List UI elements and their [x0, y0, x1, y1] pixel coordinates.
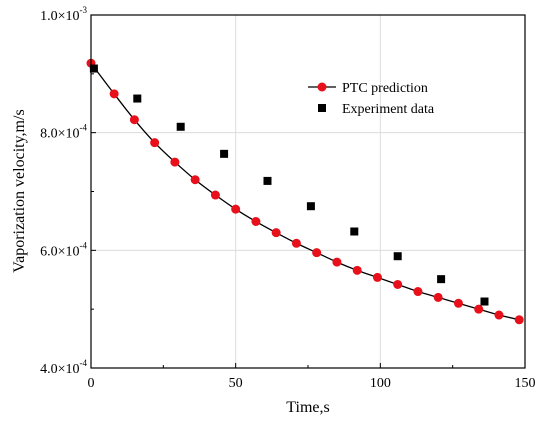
series-layer: [86, 58, 524, 325]
ptc-prediction-point: [190, 175, 200, 185]
legend-ptc-marker: [317, 82, 327, 92]
ptc-prediction-line: [90, 62, 520, 321]
legend-experiment-label: Experiment data: [342, 102, 435, 117]
ptc-prediction-point: [129, 115, 139, 125]
ptc-prediction-point: [514, 315, 524, 325]
experiment-data-point: [306, 202, 315, 211]
y-tick-label: 6.0×10-4: [40, 240, 87, 259]
ptc-prediction-point: [352, 265, 362, 275]
experiment-data-point: [263, 176, 272, 185]
x-axis-title: Time,s: [286, 399, 329, 416]
y-axis-title: Vaporization velocity,m/s: [11, 109, 28, 272]
legend-ptc-label: PTC prediction: [342, 81, 428, 96]
ptc-prediction-point: [372, 272, 382, 282]
ptc-prediction-point: [210, 190, 220, 200]
y-tick-mantissa: 4.0×10: [40, 362, 79, 377]
tick-layer: 0 50 100 1504.0×10-46.0×10-48.0×10-41.0×10-…: [40, 5, 535, 391]
y-tick-mantissa: 8.0×10: [40, 127, 79, 142]
y-tick-mantissa: 6.0×10: [40, 244, 79, 259]
experiment-data-point: [350, 227, 359, 236]
ptc-prediction-point: [332, 257, 342, 267]
plot-frame: [90, 14, 526, 369]
ptc-prediction-point: [413, 287, 423, 297]
x-tick-label: 150: [515, 376, 536, 391]
y-tick-exponent: -4: [80, 240, 88, 250]
experiment-data-point: [480, 297, 489, 306]
experiment-data-point: [176, 122, 185, 131]
experiment-data-point: [220, 149, 229, 158]
x-tick-label: 0: [88, 376, 95, 391]
ptc-prediction-point: [150, 138, 160, 148]
y-tick-label: 8.0×10-4: [40, 123, 87, 142]
experiment-data-point: [437, 275, 446, 284]
y-tick-label: 1.0×10-3: [40, 5, 87, 24]
grid-layer: [91, 15, 525, 368]
ptc-prediction-point: [393, 279, 403, 289]
ptc-prediction-point: [109, 89, 119, 99]
experiment-data-point: [89, 64, 98, 73]
ptc-prediction-point: [231, 204, 241, 214]
ptc-prediction-point: [433, 292, 443, 302]
legend: PTC prediction Experiment data: [308, 81, 435, 117]
legend-experiment-marker: [318, 104, 326, 112]
y-tick-exponent: -3: [80, 5, 88, 15]
y-tick-mantissa: 1.0×10: [40, 9, 79, 24]
ptc-prediction-point: [474, 304, 484, 314]
y-tick-exponent: -4: [80, 123, 88, 133]
ptc-prediction-point: [271, 228, 281, 238]
experiment-data-point: [133, 94, 142, 103]
ptc-prediction-point: [291, 238, 301, 248]
y-tick-exponent: -4: [80, 358, 88, 368]
y-tick-label: 4.0×10-4: [40, 358, 87, 377]
ptc-prediction-point: [453, 298, 463, 308]
x-tick-label: 100: [370, 376, 391, 391]
ptc-prediction-point: [251, 217, 261, 227]
experiment-data-point: [393, 252, 402, 261]
ptc-prediction-point: [312, 248, 322, 258]
x-tick-label: 50: [229, 376, 243, 391]
ptc-prediction-point: [494, 310, 504, 320]
ptc-prediction-point: [170, 157, 180, 167]
